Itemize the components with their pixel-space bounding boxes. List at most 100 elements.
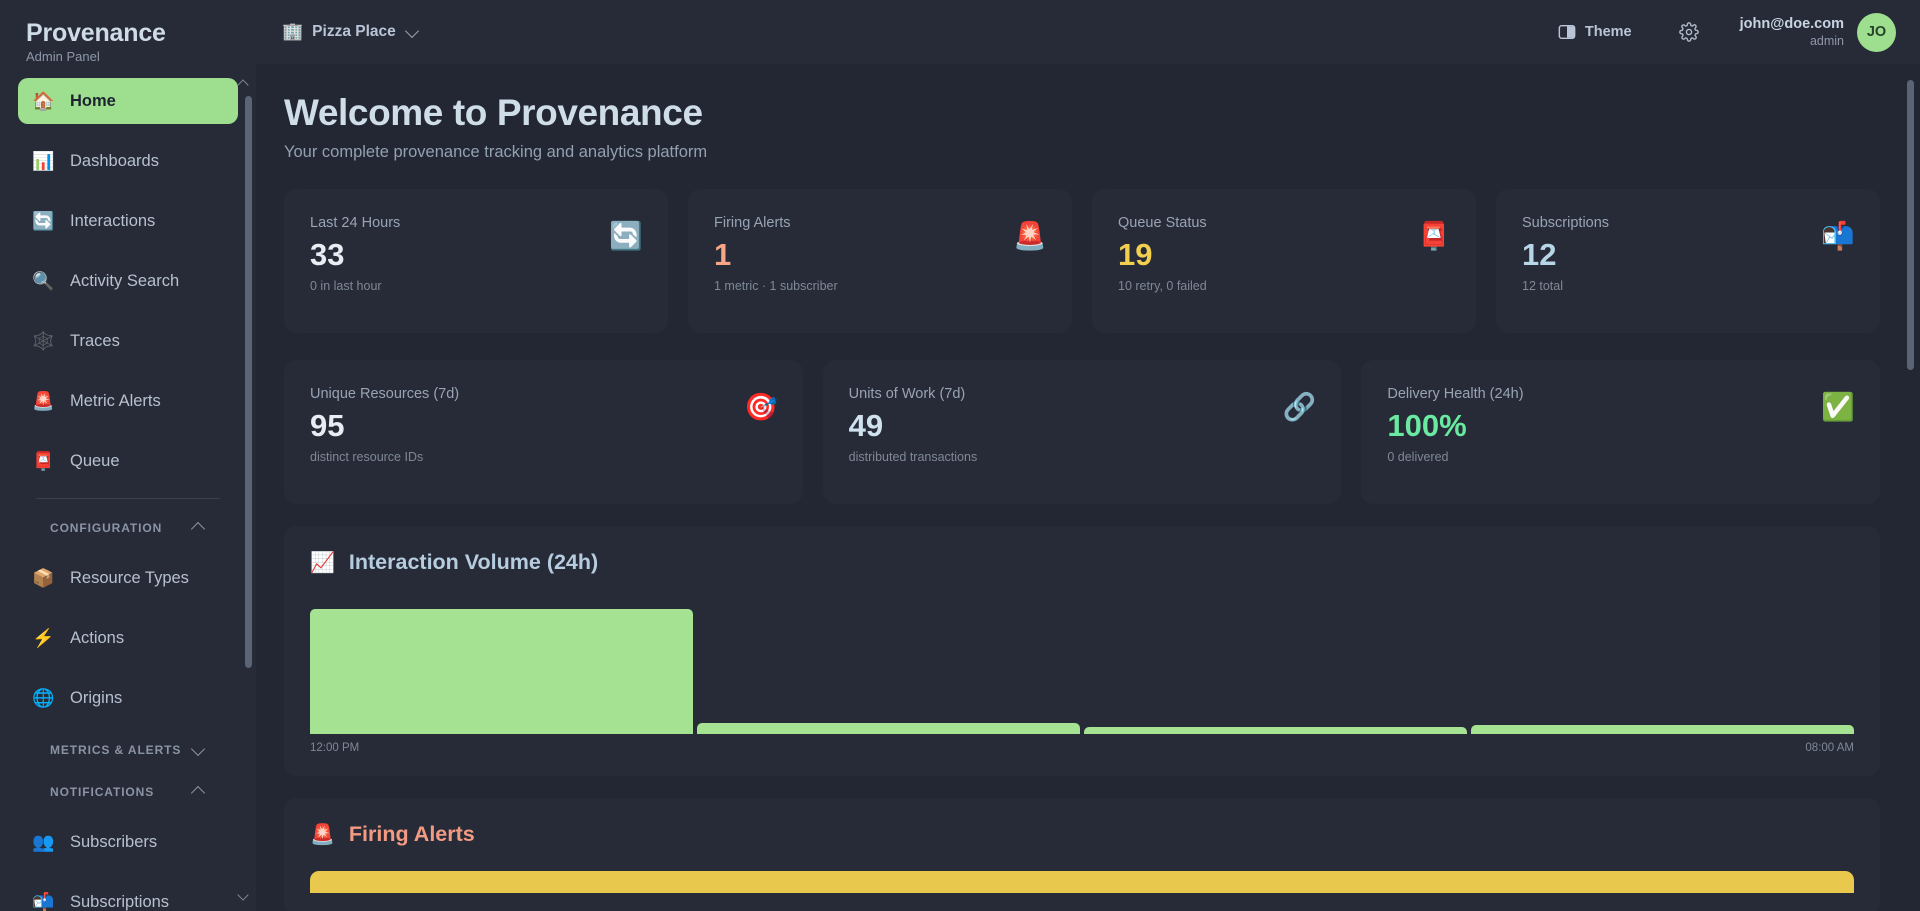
sidebar-item-actions[interactable]: ⚡ Actions bbox=[18, 615, 238, 661]
stat-card-text: Units of Work (7d) 49 distributed transact… bbox=[849, 386, 978, 465]
firing-alerts-panel: 🚨 Firing Alerts bbox=[284, 798, 1880, 911]
house-icon: 🏠 bbox=[32, 91, 55, 111]
postbox-icon: 📮 bbox=[32, 451, 55, 471]
stat-footnote: distributed transactions bbox=[848, 450, 978, 464]
alert-row[interactable] bbox=[310, 871, 1854, 893]
sidebar-item-queue[interactable]: 📮 Queue bbox=[18, 438, 238, 484]
lightning-bolt-icon: ⚡ bbox=[32, 628, 55, 648]
bar-chart bbox=[310, 609, 1854, 734]
stat-card-text: Last 24 Hours 33 0 in last hour bbox=[310, 215, 400, 294]
sidebar-section-label: CONFIGURATION bbox=[50, 521, 163, 535]
theme-toggle-button[interactable]: Theme bbox=[1548, 16, 1642, 48]
sidebar-item-label: Metric Alerts bbox=[70, 391, 161, 410]
sidebar-item-origins[interactable]: 🌐 Origins bbox=[18, 675, 238, 721]
stat-card[interactable]: Queue Status 19 10 retry, 0 failed 📮 bbox=[1092, 189, 1476, 333]
sidebar-item-traces[interactable]: 🕸️ Traces bbox=[18, 318, 238, 364]
avatar[interactable]: JO bbox=[1857, 12, 1896, 52]
stats-row-secondary: Unique Resources (7d) 95 distinct resource… bbox=[284, 360, 1881, 504]
settings-button[interactable] bbox=[1672, 15, 1706, 49]
brand-subtitle: Admin Panel bbox=[26, 49, 100, 64]
sidebar-scrollbar-thumb[interactable] bbox=[245, 96, 252, 668]
stat-footnote: 1 metric · 1 subscriber bbox=[714, 279, 838, 293]
stats-row-primary: Last 24 Hours 33 0 in last hour 🔄 Firing Ale… bbox=[284, 189, 1880, 333]
sidebar-item-subscriptions[interactable]: 📬 Subscriptions bbox=[18, 879, 238, 911]
stat-label: Subscriptions bbox=[1522, 215, 1610, 231]
sidebar-scroll-down-arrow[interactable] bbox=[238, 890, 249, 901]
chart-bar[interactable] bbox=[310, 609, 693, 734]
sidebar-item-label: Dashboards bbox=[70, 151, 159, 170]
chart-increasing-icon: 📈 bbox=[310, 551, 335, 574]
sidebar-nav: 🏠 Home 📊 Dashboards 🔄 Interactions 🔍 Activity S… bbox=[0, 66, 256, 911]
sidebar-item-label: Origins bbox=[70, 688, 123, 707]
mailbox-icon: 📬 bbox=[32, 892, 55, 911]
gear-icon bbox=[1678, 22, 1699, 42]
check-mark-icon: ✅ bbox=[1821, 392, 1856, 422]
stat-card[interactable]: Firing Alerts 1 1 metric · 1 subscriber 🚨 bbox=[688, 189, 1072, 333]
sidebar-item-subscribers[interactable]: 👥 Subscribers bbox=[18, 819, 238, 865]
stat-value: 49 bbox=[848, 408, 884, 443]
magnifying-glass-icon: 🔍 bbox=[32, 271, 55, 291]
mailbox-icon: 📬 bbox=[1821, 221, 1855, 251]
interaction-volume-panel: 📈 Interaction Volume (24h) 12:00 PM 08:0… bbox=[284, 526, 1880, 776]
stat-footnote: distinct resource IDs bbox=[310, 450, 424, 464]
sidebar-section-notifications[interactable]: NOTIFICATIONS bbox=[36, 777, 220, 807]
stat-card[interactable]: Subscriptions 12 12 total 📬 bbox=[1496, 189, 1880, 333]
sidebar-item-label: Resource Types bbox=[70, 568, 189, 587]
sidebar-section-metrics-alerts[interactable]: METRICS & ALERTS bbox=[36, 735, 220, 765]
chart-bar[interactable] bbox=[1471, 725, 1854, 734]
stat-footnote: 12 total bbox=[1522, 279, 1564, 293]
axis-label-left: 12:00 PM bbox=[310, 742, 360, 754]
panel-title: Interaction Volume (24h) bbox=[348, 550, 599, 574]
sidebar-item-label: Actions bbox=[70, 628, 125, 647]
sidebar-item-interactions[interactable]: 🔄 Interactions bbox=[18, 198, 238, 244]
stat-value: 19 bbox=[1118, 237, 1153, 272]
stat-card-text: Delivery Health (24h) 100% 0 delivered bbox=[1387, 386, 1523, 465]
stat-card-text: Queue Status 19 10 retry, 0 failed bbox=[1118, 215, 1207, 294]
sidebar-item-label: Queue bbox=[70, 451, 120, 470]
sidebar-item-label: Subscriptions bbox=[70, 892, 170, 911]
spider-web-icon: 🕸️ bbox=[32, 331, 55, 351]
sidebar-item-activity-search[interactable]: 🔍 Activity Search bbox=[18, 258, 238, 304]
page-subtitle: Your complete provenance tracking and an… bbox=[284, 143, 708, 161]
sidebar-scroll-area: 🏠 Home 📊 Dashboards 🔄 Interactions 🔍 Activity S… bbox=[0, 66, 256, 911]
stat-card[interactable]: Delivery Health (24h) 100% 0 delivered ✅ bbox=[1361, 360, 1881, 504]
stat-card[interactable]: Unique Resources (7d) 95 distinct resource… bbox=[284, 360, 803, 504]
sidebar-item-label: Interactions bbox=[70, 211, 156, 230]
sidebar-item-label: Traces bbox=[70, 331, 120, 350]
stat-card[interactable]: Last 24 Hours 33 0 in last hour 🔄 bbox=[284, 189, 668, 333]
chart-bar[interactable] bbox=[697, 722, 1080, 734]
org-switcher[interactable]: 🏢 Pizza Place bbox=[282, 22, 419, 42]
sidebar-section-configuration[interactable]: CONFIGURATION bbox=[36, 513, 220, 543]
main-scrollbar-thumb[interactable] bbox=[1907, 80, 1914, 370]
globe-icon: 🌐 bbox=[32, 688, 55, 708]
contrast-icon bbox=[1558, 24, 1576, 40]
stat-card[interactable]: Units of Work (7d) 49 distributed transact… bbox=[822, 360, 1342, 504]
stat-footnote: 10 retry, 0 failed bbox=[1118, 279, 1207, 293]
office-building-icon: 🏢 bbox=[282, 22, 304, 41]
sidebar-item-dashboards[interactable]: 📊 Dashboards bbox=[18, 138, 238, 184]
package-icon: 📦 bbox=[32, 568, 55, 588]
stat-label: Delivery Health (24h) bbox=[1387, 386, 1524, 402]
stat-value: 12 bbox=[1522, 237, 1557, 272]
link-icon: 🔗 bbox=[1282, 392, 1317, 422]
stat-value: 95 bbox=[310, 408, 345, 443]
sidebar-item-metric-alerts[interactable]: 🚨 Metric Alerts bbox=[18, 378, 238, 424]
sidebar-item-home[interactable]: 🏠 Home bbox=[18, 78, 238, 124]
refresh-arrows-icon: 🔄 bbox=[609, 221, 643, 251]
panel-title: Firing Alerts bbox=[348, 822, 475, 846]
sidebar-scroll-up-arrow[interactable] bbox=[238, 78, 249, 89]
chevron-up-icon bbox=[192, 785, 206, 799]
sidebar-brand: Provenance Admin Panel bbox=[0, 0, 256, 66]
sidebar-item-resource-types[interactable]: 📦 Resource Types bbox=[18, 555, 238, 601]
stat-footnote: 0 delivered bbox=[1387, 450, 1449, 464]
stat-label: Units of Work (7d) bbox=[848, 386, 966, 402]
chevron-down-icon bbox=[405, 24, 419, 40]
theme-label: Theme bbox=[1584, 24, 1632, 40]
user-menu[interactable]: john@doe.com admin JO bbox=[1740, 12, 1896, 52]
bullseye-icon: 🎯 bbox=[744, 392, 778, 422]
sidebar-item-label: Subscribers bbox=[70, 832, 158, 851]
user-role: admin bbox=[1809, 33, 1844, 48]
chart-bar[interactable] bbox=[1084, 726, 1467, 734]
rotating-light-icon: 🚨 bbox=[1013, 221, 1047, 251]
